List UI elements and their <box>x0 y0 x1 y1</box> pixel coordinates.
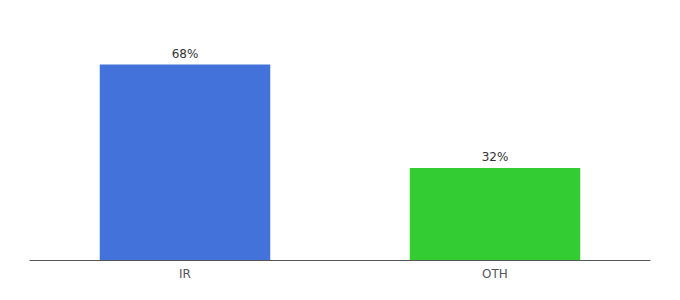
svg-text:68%: 68% <box>172 47 199 61</box>
svg-text:OTH: OTH <box>482 267 508 281</box>
svg-text:32%: 32% <box>482 150 509 164</box>
svg-text:IR: IR <box>179 267 191 281</box>
